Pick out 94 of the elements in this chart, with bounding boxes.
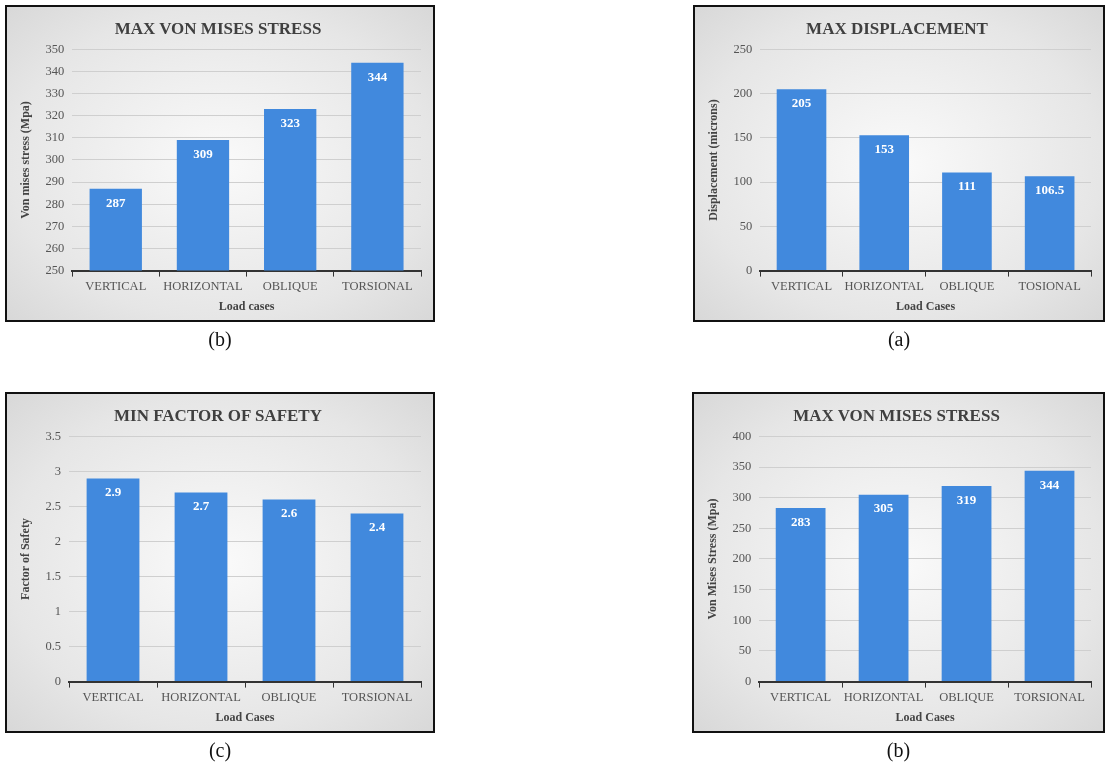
bar	[942, 172, 992, 271]
y-tick-label: 350	[732, 459, 752, 474]
x-axis-title: Load Cases	[895, 709, 955, 724]
y-tick-label: 1.5	[45, 568, 62, 583]
y-tick-label: 50	[739, 218, 753, 233]
text: (c)	[207, 739, 233, 762]
x-axis-title: Load cases	[218, 298, 275, 313]
x-tick-label: VERTICAL	[82, 690, 144, 705]
data-label: 309	[193, 145, 214, 161]
data-label: 2.4	[368, 519, 386, 535]
y-tick-label: 2.5	[45, 498, 62, 513]
y-tick-label: 280	[45, 196, 65, 211]
x-tick-label: OBLIQUE	[262, 279, 318, 294]
x-axis-title: Load Cases	[215, 709, 275, 724]
bar	[262, 499, 316, 682]
y-tick-label: 150	[732, 581, 752, 596]
bar	[174, 492, 228, 682]
y-tick-label: 340	[45, 63, 65, 78]
y-tick-label: 250	[732, 520, 752, 535]
y-tick-label: 250	[45, 262, 65, 277]
bar	[350, 513, 404, 682]
data-label: 111	[957, 178, 976, 194]
y-tick-label: 290	[45, 174, 65, 189]
x-axis-title: Load Cases	[896, 298, 956, 313]
y-tick-label: 250	[733, 41, 753, 56]
y-tick-label: 300	[732, 489, 752, 504]
y-tick-label: 200	[732, 551, 752, 566]
bar	[775, 508, 826, 682]
data-label: 2.7	[192, 498, 210, 514]
x-tick-label: OBLIQUE	[261, 690, 317, 705]
bar	[1024, 470, 1075, 682]
bar	[1024, 176, 1075, 271]
y-tick-label: 3.5	[45, 428, 62, 443]
data-label: 305	[873, 500, 894, 516]
data-label: 2.6	[280, 505, 298, 521]
y-tick-label: 310	[45, 130, 65, 145]
chart-title: MAX VON MISES STRESS	[793, 405, 1000, 425]
y-tick-label: 1	[54, 603, 62, 618]
y-tick-label: 320	[45, 108, 65, 123]
x-tick-label: VERTICAL	[770, 690, 832, 705]
y-tick-label: 0	[54, 673, 62, 688]
x-tick-label: VERTICAL	[770, 279, 833, 294]
text: (b)	[885, 739, 912, 762]
x-tick-label: HORIZONTAL	[843, 690, 924, 705]
y-tick-label: 100	[733, 174, 753, 189]
data-label: 283	[790, 513, 811, 529]
data-label: 344	[367, 68, 388, 84]
x-tick-label: HORIZONTAL	[163, 279, 243, 294]
y-tick-label: 350	[45, 41, 65, 56]
x-tick-label: OBLIQUE	[939, 690, 995, 705]
y-tick-label: 300	[45, 152, 65, 167]
y-tick-label: 260	[45, 240, 65, 255]
data-label: 153	[874, 141, 895, 157]
y-axis-title: Factor of Safety	[18, 518, 33, 600]
text: (a)	[886, 328, 912, 351]
y-axis-title: Displacement (microns)	[706, 99, 721, 221]
y-tick-label: 200	[733, 85, 753, 100]
data-label: 106.5	[1035, 182, 1065, 198]
data-label: 287	[106, 194, 127, 210]
x-tick-label: OBLIQUE	[939, 279, 995, 294]
chart-title: MAX DISPLACEMENT	[806, 18, 989, 38]
chart-title: MAX VON MISES STRESS	[114, 18, 322, 38]
bar	[858, 494, 909, 682]
x-tick-label: VERTICAL	[85, 279, 147, 294]
data-label: 205	[791, 95, 812, 111]
y-tick-label: 150	[733, 130, 753, 145]
y-tick-label: 0	[745, 262, 753, 277]
text: (b)	[207, 328, 233, 351]
x-tick-label: TOSIONAL	[1018, 279, 1081, 294]
y-tick-label: 50	[738, 643, 752, 658]
x-tick-label: TORSIONAL	[341, 690, 413, 705]
x-tick-label: TORSIONAL	[1014, 690, 1085, 705]
bar	[941, 486, 992, 682]
y-tick-label: 2	[54, 533, 62, 548]
y-tick-label: 0.5	[45, 638, 62, 653]
bar	[776, 89, 827, 271]
x-tick-label: TORSIONAL	[342, 279, 413, 294]
y-tick-label: 400	[732, 428, 752, 443]
bar	[859, 135, 910, 271]
y-axis-title: Von mises stress (Mpa)	[18, 101, 33, 219]
y-tick-label: 330	[45, 85, 65, 100]
data-label: 344	[1039, 476, 1060, 492]
chart-title: MIN FACTOR OF SAFETY	[114, 405, 322, 425]
y-tick-label: 100	[732, 612, 752, 627]
y-tick-label: 0	[744, 673, 752, 688]
x-tick-label: HORIZONTAL	[844, 279, 924, 294]
y-axis-title: Von Mises Stress (Mpa)	[705, 498, 720, 620]
data-label: 319	[956, 491, 977, 507]
y-tick-label: 270	[45, 218, 65, 233]
bar	[86, 478, 140, 682]
data-label: 2.9	[104, 484, 122, 500]
data-label: 323	[280, 114, 301, 130]
y-tick-label: 3	[54, 463, 62, 478]
x-tick-label: HORIZONTAL	[161, 690, 241, 705]
